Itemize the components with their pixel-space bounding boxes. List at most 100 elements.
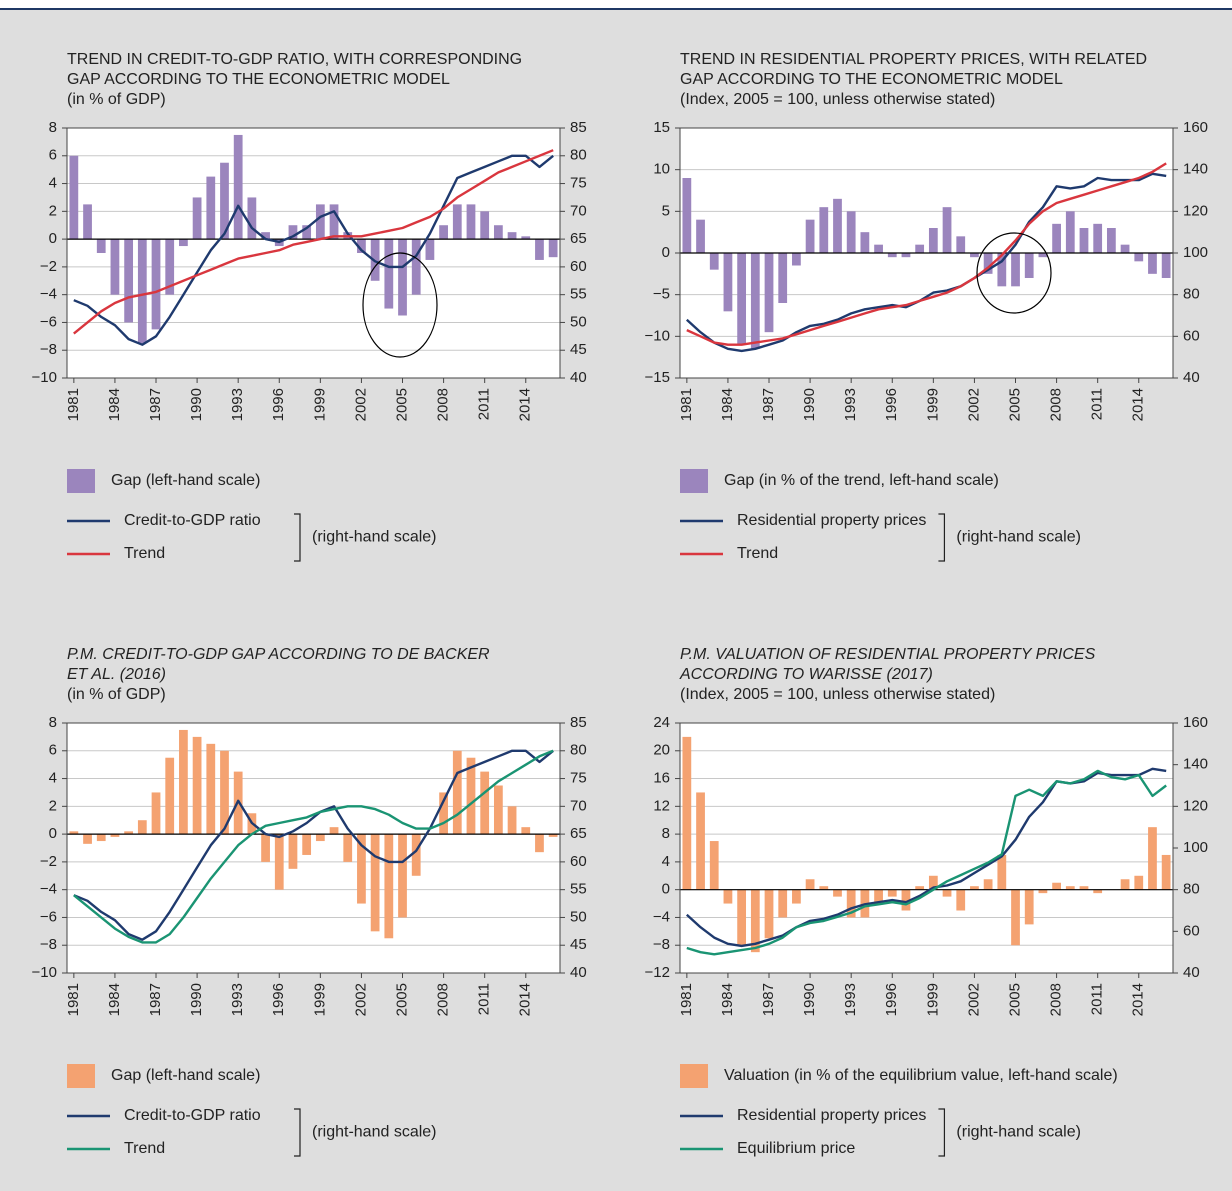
bar [96, 239, 106, 253]
x-tick-label: 2014 [517, 388, 534, 421]
chart-subtitle: (Index, 2005 = 100, unless otherwise sta… [680, 91, 995, 108]
y2-tick-label: 70 [570, 202, 587, 219]
y-tick-label: −10 [32, 369, 57, 386]
y2-tick-label: 80 [570, 147, 587, 164]
legend-bracket [294, 1108, 301, 1157]
x-tick-label: 2002 [965, 388, 982, 421]
x-tick-label: 1984 [106, 983, 123, 1016]
bar [928, 228, 938, 253]
y-tick-label: −4 [40, 286, 57, 303]
x-tick-label: 1993 [229, 983, 246, 1016]
chart-title: P.M. VALUATION OF RESIDENTIAL PROPERTY P… [680, 646, 1096, 663]
x-tick-label: 1987 [147, 388, 164, 421]
x-tick-label: 1987 [760, 983, 777, 1016]
bar [696, 792, 705, 890]
bar [805, 879, 815, 890]
x-tick-label: 2011 [1089, 983, 1106, 1015]
bar [928, 875, 938, 890]
bar [750, 889, 760, 953]
legend-label: Trend [124, 1140, 165, 1157]
y-tick-label: −10 [32, 964, 57, 981]
y-tick-label: 8 [662, 825, 670, 842]
y-tick-label: −6 [40, 908, 57, 925]
bar [233, 134, 243, 240]
bar [1120, 879, 1130, 890]
bar [220, 750, 229, 835]
legend-bracket [938, 513, 946, 562]
legend-group-label: (right-hand scale) [312, 1124, 437, 1141]
y2-tick-label: 80 [1183, 286, 1200, 303]
x-tick-label: 1999 [924, 388, 941, 421]
legend-swatch [67, 1064, 95, 1088]
bar [983, 879, 993, 890]
x-tick-label: 1981 [65, 983, 82, 1016]
bar [480, 211, 490, 240]
series-line [73, 149, 554, 335]
bar [247, 197, 257, 240]
y-tick-label: 2 [49, 202, 57, 219]
bar [1134, 875, 1144, 890]
y2-tick-label: 60 [570, 853, 587, 870]
bar [1024, 253, 1034, 278]
plot-frame [66, 127, 561, 379]
bar [997, 253, 1007, 287]
y2-tick-label: 100 [1183, 839, 1208, 856]
bar [466, 204, 476, 240]
bar [792, 889, 801, 904]
bar [860, 232, 870, 253]
x-tick-label: 2011 [476, 388, 493, 420]
y-tick-label: 0 [49, 230, 57, 247]
bar [846, 889, 856, 918]
bar [901, 253, 911, 258]
bar [1161, 253, 1171, 278]
chart-subtitle: (in % of GDP) [67, 686, 166, 703]
chart-panel: P.M. VALUATION OF RESIDENTIAL PROPERTY P… [645, 646, 1208, 1157]
bar [507, 232, 517, 240]
y-tick-label: −4 [40, 881, 57, 898]
y-tick-label: 4 [49, 175, 57, 192]
bar [206, 743, 216, 835]
plot-area [680, 723, 1173, 973]
bar [1011, 253, 1020, 287]
x-tick-label: 1987 [147, 983, 164, 1016]
y2-tick-label: 40 [1183, 369, 1200, 386]
bar [411, 239, 421, 295]
bar [261, 834, 270, 862]
chart-title: P.M. CREDIT-TO-GDP GAP ACCORDING TO DE B… [67, 646, 490, 663]
bar [384, 834, 394, 939]
bar [110, 239, 120, 295]
bar [709, 253, 719, 270]
bar [192, 736, 202, 835]
y-tick-label: 15 [653, 119, 670, 136]
x-tick-label: 1999 [924, 983, 941, 1016]
y2-tick-label: 75 [570, 770, 587, 787]
series-line [685, 767, 1167, 948]
bar [165, 239, 175, 295]
bar [915, 244, 925, 253]
bar [329, 827, 339, 835]
x-tick-label: 1981 [678, 983, 695, 1016]
legend-swatch [680, 1064, 708, 1088]
legend-label: Residential property prices [737, 512, 926, 529]
bar [507, 806, 517, 835]
x-tick-label: 1984 [719, 983, 736, 1016]
plot-frame [679, 127, 1174, 379]
x-tick-label: 1984 [106, 388, 123, 421]
bar [1120, 244, 1130, 253]
x-tick-label: 1999 [311, 983, 328, 1016]
x-tick-label: 2008 [1048, 388, 1065, 421]
chart-title: GAP ACCORDING TO THE ECONOMETRIC MODEL [680, 71, 1063, 88]
legend-group-label: (right-hand scale) [956, 529, 1081, 546]
y-tick-label: −15 [645, 369, 670, 386]
bar [805, 219, 815, 253]
chart-title: TREND IN CREDIT-TO-GDP RATIO, WITH CORRE… [67, 51, 522, 68]
y2-tick-label: 140 [1183, 161, 1208, 178]
y-tick-label: −2 [40, 853, 57, 870]
x-tick-label: 1993 [842, 388, 859, 421]
bar [1038, 889, 1048, 894]
x-tick-label: 1996 [883, 388, 900, 421]
x-tick-label: 1996 [883, 983, 900, 1016]
series-line [686, 769, 1167, 956]
legend-label: Trend [737, 545, 778, 562]
